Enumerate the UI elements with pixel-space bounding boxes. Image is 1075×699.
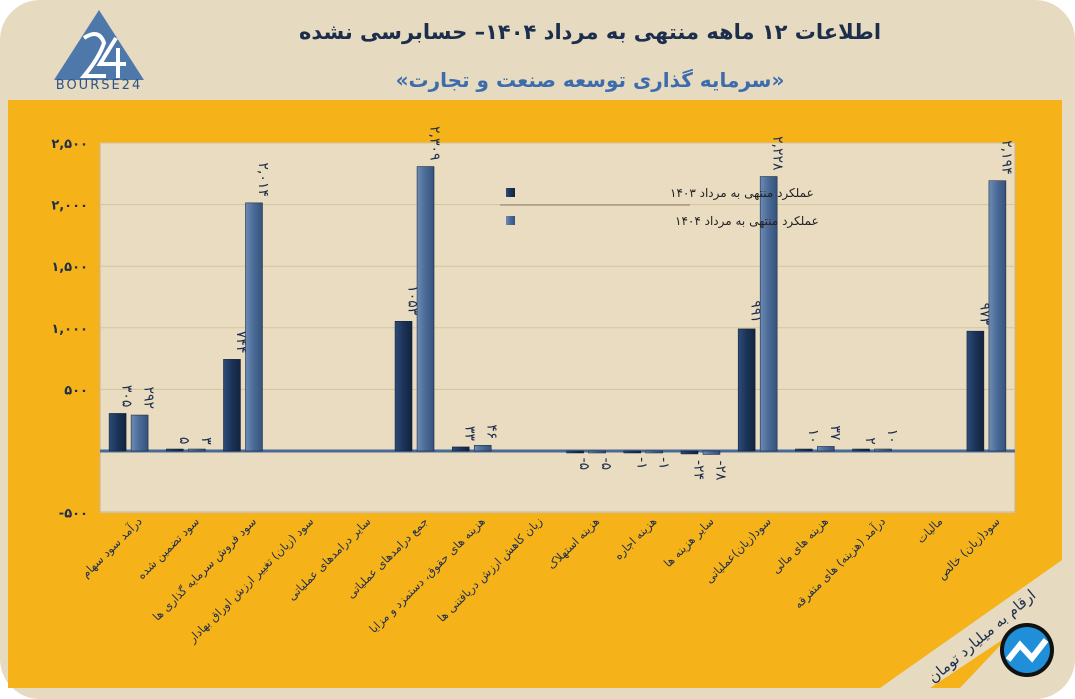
bar-1404 [874,448,892,452]
data-label-group: ۵ [176,437,192,445]
chart-title: اطلاعات ۱۲ ماهه منتهی به مرداد ۱۴۰۴– حسا… [298,20,882,44]
bar-1403 [223,359,241,452]
bar-1403 [566,450,584,454]
data-label-group: ۱۰ [884,429,900,444]
data-label-group: ۱۰ [805,429,821,444]
unit-ribbon-band [880,560,1062,688]
bar-1404 [817,446,835,452]
data-label: ۹۹۱ [748,300,764,323]
legend-swatch-1403 [506,188,515,197]
data-label: -۵ [598,458,614,471]
data-label: ۹۷۳ [976,303,992,326]
bar-1403 [737,328,756,452]
data-label: ۲,۳۰۹ [427,126,443,161]
data-label: ۳۳ [462,426,478,442]
bourse24-logo-icon [54,10,144,80]
data-label-group: ۲,۱۹۴ [998,140,1014,175]
data-label: -۱ [633,457,649,470]
bar-1404 [130,414,149,452]
bar-1404 [188,448,206,452]
bar-1403 [966,330,985,452]
y-tick-label: -۵۰۰ [59,507,88,522]
bar-1403 [108,413,127,452]
y-tick-label: ۲,۵۰۰ [51,137,88,152]
data-label-group: -۵ [598,458,614,471]
data-label-group: ۳۳ [462,426,478,442]
data-label: ۲۹۲ [141,386,157,409]
data-label: ۱۰ [884,429,900,444]
data-label-group: ۳۰۵ [119,385,135,408]
y-tick-label: ۲,۰۰۰ [51,199,88,214]
bar-1404 [245,202,263,452]
data-label: -۲۴ [690,460,706,480]
y-tick-label: ۱,۰۰۰ [51,322,88,337]
data-label: ۲,۰۱۴ [255,162,271,197]
bar-1403 [166,448,184,452]
data-label-group: ۷۴۴ [233,331,249,354]
bar-1403 [623,450,642,454]
bar-1403 [451,446,470,452]
bar-1404 [702,450,721,455]
bar-1404 [473,445,492,452]
data-label-group: -۵ [576,458,592,471]
bar-1403 [852,448,870,452]
chart-subtitle: «سرمایه گذاری توسعه صنعت و تجارت» [395,68,785,92]
data-label: ۴۶ [484,424,500,439]
bar-1404 [416,166,435,452]
legend-swatch-1404 [506,216,515,225]
data-label-group: ۲۹۲ [141,386,157,409]
data-label: -۲۸ [712,460,728,481]
bar-1404 [645,450,664,454]
data-label-group: ۹۹۱ [748,300,764,323]
data-label: -۵ [576,458,592,471]
bar-1404 [988,180,1007,452]
bar-1404 [588,450,606,454]
data-label-group: ۱۰۵۳ [405,285,421,316]
data-label-group: ۲ [862,437,878,445]
bar-1403 [795,448,813,452]
data-label: ۷۴۴ [233,331,249,354]
data-label-group: -۲۸ [712,460,728,481]
data-label: ۲,۲۲۸ [770,136,786,171]
data-label-group: ۴۶ [484,424,500,439]
data-label: -۱ [655,457,671,470]
data-label: ۳۰۵ [119,385,135,408]
y-tick-label: ۵۰۰ [64,383,88,398]
data-label: ۲ [862,437,878,445]
legend-label-1404: عملکرد منتهی به مرداد ۱۴۰۴ [675,214,819,229]
legend: عملکرد منتهی به مرداد ۱۴۰۳ عملکرد منتهی … [500,186,819,229]
bar-1403 [394,321,413,452]
logo-text: BOURSE24 [55,78,143,93]
data-label-group: ۲,۲۲۸ [770,136,786,171]
bar-1403 [680,450,699,455]
data-label-group: -۲۴ [690,460,706,480]
data-label: ۵ [176,437,192,445]
data-label-group: -۱ [655,457,671,470]
data-label-group: ۳۷ [827,425,843,441]
data-label-group: -۱ [633,457,649,470]
data-label: ۱۰ [805,429,821,444]
data-label-group: ۲,۰۱۴ [255,162,271,197]
legend-label-1403: عملکرد منتهی به مرداد ۱۴۰۳ [670,186,814,201]
data-label-group: ۹۷۳ [976,303,992,326]
y-tick-label: ۱,۵۰۰ [51,260,88,275]
data-label: ۲,۱۹۴ [998,140,1014,175]
bar-1404 [759,176,778,452]
data-label-group: ۳ [198,437,214,445]
data-label: ۳ [198,437,214,445]
chart-logo-icon [1000,623,1054,677]
data-label: ۱۰۵۳ [405,285,421,316]
data-label: ۳۷ [827,425,843,441]
data-label-group: ۲,۳۰۹ [427,126,443,161]
